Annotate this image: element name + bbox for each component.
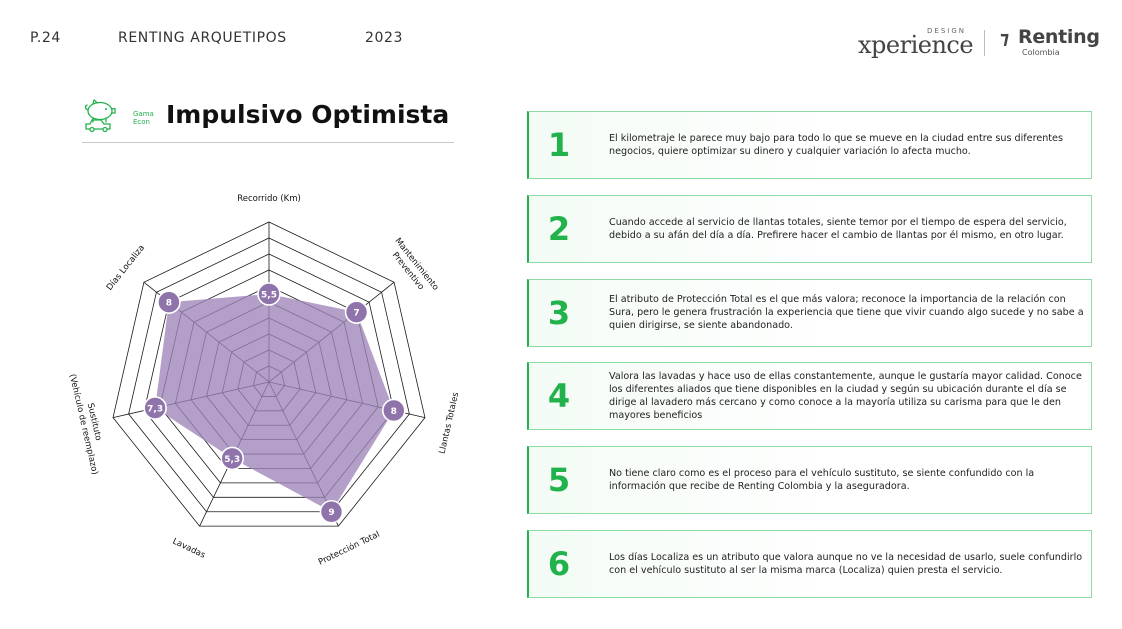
insight-text: No tiene claro como es el proceso para e…: [609, 468, 1035, 493]
insight-card: 2 Cuando accede al servicio de llantas to…: [527, 194, 1092, 263]
radar-axis-label: Llantas Totales: [438, 391, 462, 455]
insight-number: 5: [547, 461, 571, 500]
persona-title-block: Gama Econ Impulsivo Optimista: [82, 94, 454, 143]
insight-number: 1: [547, 126, 571, 164]
insight-number: 6: [547, 545, 571, 583]
insight-card: 6 Los días Localiza es un atributo que va…: [527, 530, 1092, 598]
insight-number: 2: [547, 209, 571, 248]
insight-text: Cuando accede al servicio de llantas tot…: [609, 216, 1067, 241]
radar-grid-ring: [112, 221, 426, 527]
logo-renting-word: Renting: [1018, 26, 1100, 48]
radar-axis-label: Recorrido (Km): [237, 194, 301, 204]
insight-text: Valora las lavadas y hace uso de ellas c…: [609, 371, 1082, 422]
insight-card: 1 El kilometraje le parece muy bajo para …: [527, 111, 1092, 179]
insight-number: 3: [547, 293, 571, 332]
radar-data-point: [344, 300, 369, 324]
document-year: 2023: [365, 30, 404, 46]
radar-axis-label: MantenimientoPreventivo: [384, 236, 440, 299]
page-number: P.24: [30, 30, 61, 46]
radar-grid-ring: [128, 237, 410, 513]
logo-colombia-word: Colombia: [1022, 48, 1060, 57]
radar-data-area: [155, 294, 394, 512]
logo-design-word: DESIGN: [927, 27, 966, 35]
insight-card: 4 Valora las lavadas y hace uso de ellas …: [527, 362, 1092, 431]
insight-text: El atributo de Protección Total es el qu…: [609, 294, 1084, 332]
insight-card: 5 No tiene claro como es el proceso para …: [527, 446, 1092, 515]
radar-axis-label-line: Llantas Totales: [438, 391, 462, 455]
radar-value-label: 5,5: [261, 291, 277, 301]
radar-chart: 5,5 7 8 9 5,3 7,3 8 Recorrido (Km) Mantenimiento…: [67, 194, 462, 568]
radar-axis-label: Protección Total: [317, 529, 382, 568]
radar-value-label: 8: [166, 299, 172, 309]
radar-value-label: 5,3: [224, 455, 240, 465]
radar-value-label: 9: [328, 508, 334, 518]
insight-text: El kilometraje le parece muy bajo para t…: [609, 133, 1063, 157]
insight-text: Los días Localiza es un atributo que val…: [609, 552, 1083, 576]
insight-card: 3 El atributo de Protección Total es el q…: [527, 278, 1092, 347]
radar-axis-label: Días Localiza: [105, 243, 147, 292]
radar-data-point: [381, 398, 406, 423]
gama-label-line2: Econ: [133, 118, 150, 126]
radar-value-label: 7,3: [147, 404, 163, 414]
gama-label: Gama Econ: [133, 110, 154, 126]
insight-number: 4: [547, 377, 571, 416]
piggy-bank-car-icon: [84, 99, 116, 133]
radar-axis-label-line: Protección Total: [317, 529, 382, 568]
gama-label-line1: Gama: [133, 110, 154, 118]
radar-axis-label-line: Días Localiza: [105, 243, 147, 292]
renting-mark-icon: ⁊: [1000, 28, 1010, 49]
logo-xperience-word: xperience: [858, 31, 974, 59]
radar-axis-label-line: Recorrido (Km): [237, 194, 301, 204]
page-title: Impulsivo Optimista: [166, 100, 450, 129]
radar-data-point: [257, 282, 281, 306]
radar-data-point: [157, 290, 181, 314]
radar-value-label: 7: [353, 309, 359, 319]
radar-axis-label: Sustituto(Vehículo de reemplazo): [67, 371, 110, 476]
radar-grid-ring: [143, 253, 395, 498]
design-xperience-logo: DESIGN xperience: [858, 27, 974, 61]
radar-data-point: [143, 396, 167, 420]
radar-data-point: [220, 446, 245, 471]
radar-axis-label: Lavadas: [171, 537, 208, 562]
renting-colombia-logo: ⁊ Renting Colombia: [1000, 26, 1100, 58]
radar-axis-label-line: Lavadas: [171, 537, 208, 562]
document-title: RENTING ARQUETIPOS: [118, 30, 287, 46]
radar-value-label: 8: [391, 407, 397, 417]
logo-divider: [984, 30, 985, 56]
radar-data-point: [319, 499, 344, 524]
